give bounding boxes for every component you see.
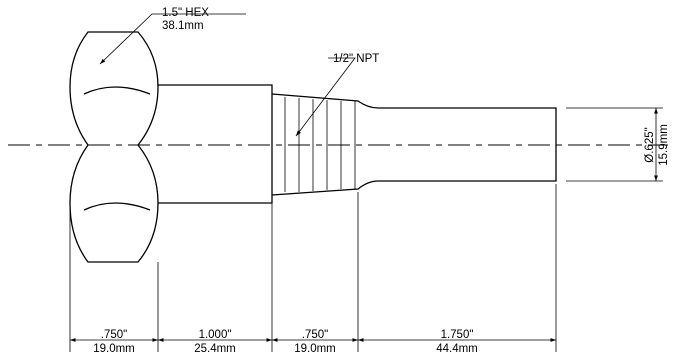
npt-thread-label: 1/2" NPT — [333, 53, 379, 65]
stem-length-mm: 44.4mm — [436, 343, 478, 355]
dimension-lines — [70, 108, 658, 342]
thread-length-inch: .750" — [302, 329, 328, 341]
body-cylinder — [158, 84, 273, 204]
stem-diameter-inch: Ø.625" — [644, 127, 656, 162]
leader-lines — [99, 13, 356, 137]
stem-diameter-mm: 15.9mm — [658, 124, 670, 166]
hex-length-mm: 19.0mm — [93, 343, 135, 355]
npt-thread — [271, 93, 557, 196]
hex-length-inch: .750" — [101, 329, 127, 341]
body-length-inch: 1.000" — [199, 329, 232, 341]
extension-lines — [69, 107, 663, 352]
stem-length-inch: 1.750" — [441, 329, 474, 341]
hex-size-mm-label: 38.1mm — [162, 20, 204, 32]
hex-size-label: 1.5" HEX — [162, 7, 209, 19]
body-length-mm: 25.4mm — [194, 343, 236, 355]
hex-nut — [69, 31, 159, 263]
thread-length-mm: 19.0mm — [294, 343, 336, 355]
